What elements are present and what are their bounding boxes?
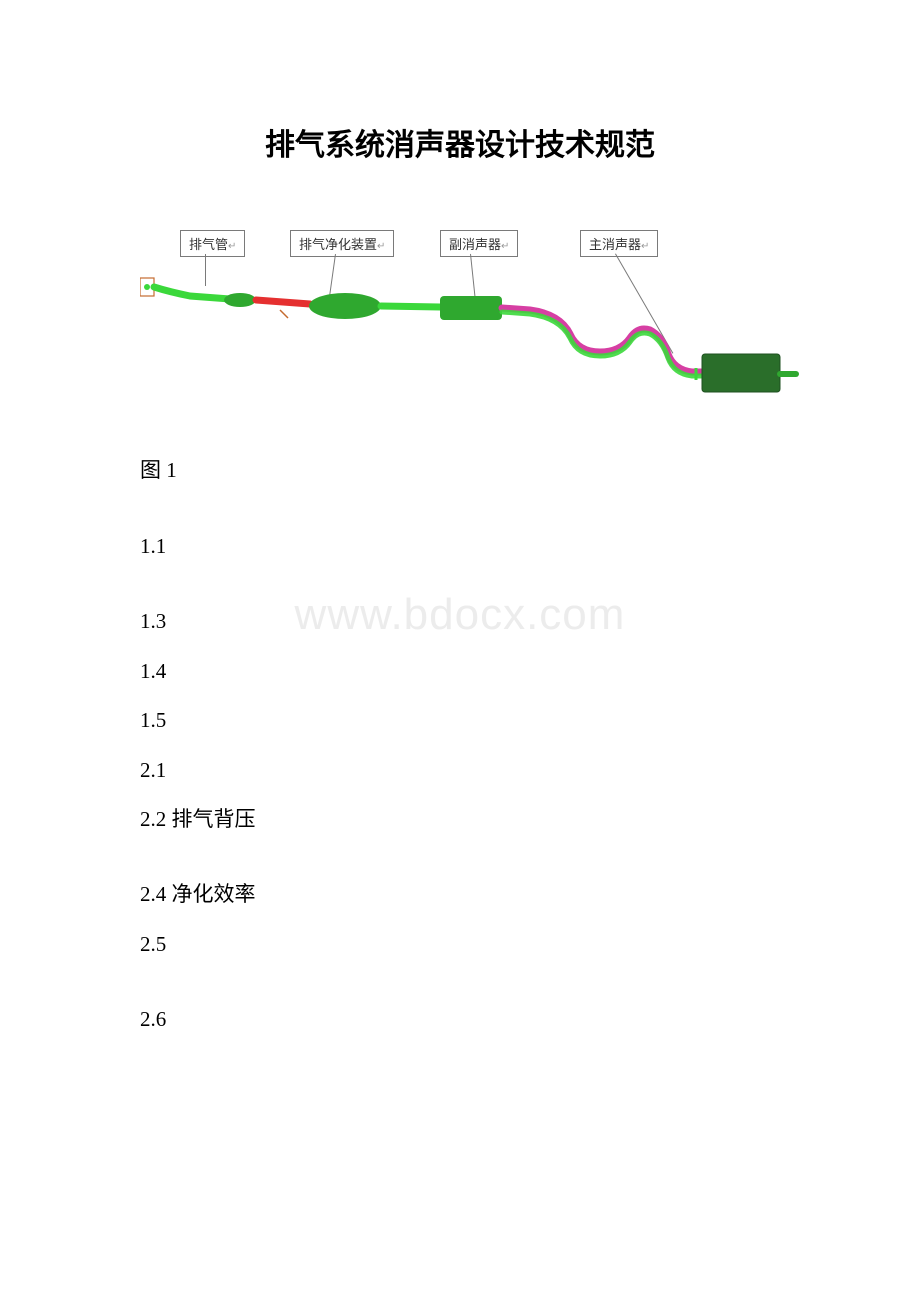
exhaust-diagram: 排气管↵ 排气净化装置↵ 副消声器↵ 主消声器↵ <box>140 224 800 424</box>
page-title: 排气系统消声器设计技术规范 <box>140 120 780 164</box>
section-1-3: 1.3 <box>140 607 780 636</box>
page-content: 排气系统消声器设计技术规范 排气管↵ 排气净化装置↵ 副消声器↵ 主消声器↵ <box>0 0 920 1035</box>
section-2-4: 2.4 净化效率 <box>140 880 780 909</box>
section-2-5: 2.5 <box>140 930 780 959</box>
section-2-1: 2.1 <box>140 756 780 785</box>
section-2-2: 2.2 排气背压 <box>140 805 780 834</box>
section-1-4: 1.4 <box>140 657 780 686</box>
figure-caption: 图 1 <box>140 454 780 484</box>
section-1-1: 1.1 <box>140 532 780 561</box>
exhaust-svg <box>140 224 800 424</box>
section-2-6: 2.6 <box>140 1005 780 1034</box>
section-1-5: 1.5 <box>140 706 780 735</box>
